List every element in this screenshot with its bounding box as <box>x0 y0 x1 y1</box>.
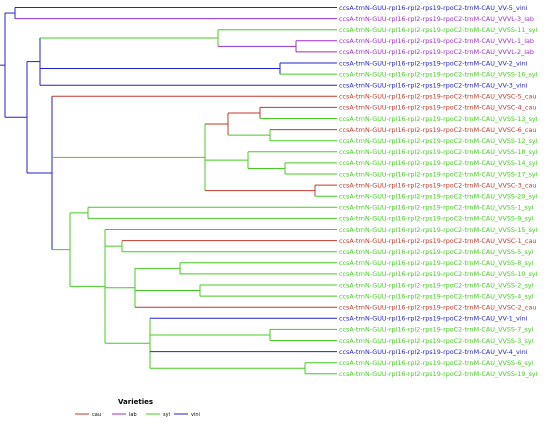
leaf-label: ccsA-trnN-GUU-rpl16-rpl2-rps19-rpoC2-trn… <box>339 315 528 323</box>
leaf-label: ccsA-trnN-GUU-rpl16-rpl2-rps19-rpoC2-trn… <box>339 226 538 234</box>
leaf-label: ccsA-trnN-GUU-rpl16-rpl2-rps19-rpoC2-trn… <box>339 115 538 123</box>
leaf-label: ccsA-trnN-GUU-rpl16-rpl2-rps19-rpoC2-trn… <box>339 137 538 145</box>
leaf-label: ccsA-trnN-GUU-rpl16-rpl2-rps19-rpoC2-trn… <box>339 259 534 267</box>
legend-items: cau lab syl vini <box>75 412 200 418</box>
leaf-label: ccsA-trnN-GUU-rpl16-rpl2-rps19-rpoC2-trn… <box>339 181 536 189</box>
leaf-label: ccsA-trnN-GUU-rpl16-rpl2-rps19-rpoC2-trn… <box>339 304 536 312</box>
leaf-label: ccsA-trnN-GUU-rpl16-rpl2-rps19-rpoC2-trn… <box>339 26 538 34</box>
leaf-label: ccsA-trnN-GUU-rpl16-rpl2-rps19-rpoC2-trn… <box>339 126 536 134</box>
leaf-label: ccsA-trnN-GUU-rpl16-rpl2-rps19-rpoC2-trn… <box>339 37 534 45</box>
leaf-label: ccsA-trnN-GUU-rpl16-rpl2-rps19-rpoC2-trn… <box>339 281 534 289</box>
legend-label-vini: vini <box>191 412 200 418</box>
leaf-label: ccsA-trnN-GUU-rpl16-rpl2-rps19-rpoC2-trn… <box>339 348 528 356</box>
leaf-label: ccsA-trnN-GUU-rpl16-rpl2-rps19-rpoC2-trn… <box>339 59 528 67</box>
leaf-label: ccsA-trnN-GUU-rpl16-rpl2-rps19-rpoC2-trn… <box>339 104 536 112</box>
leaf-label: ccsA-trnN-GUU-rpl16-rpl2-rps19-rpoC2-trn… <box>339 237 536 245</box>
leaf-label: ccsA-trnN-GUU-rpl16-rpl2-rps19-rpoC2-trn… <box>339 82 528 90</box>
leaf-label: ccsA-trnN-GUU-rpl16-rpl2-rps19-rpoC2-trn… <box>339 148 538 156</box>
tree-branches <box>0 7 337 375</box>
legend-title: Varieties <box>118 398 153 406</box>
leaf-label: ccsA-trnN-GUU-rpl16-rpl2-rps19-rpoC2-trn… <box>339 215 534 223</box>
leaf-label: ccsA-trnN-GUU-rpl16-rpl2-rps19-rpoC2-trn… <box>339 204 534 212</box>
leaf-label: ccsA-trnN-GUU-rpl16-rpl2-rps19-rpoC2-trn… <box>339 170 538 178</box>
leaf-label: ccsA-trnN-GUU-rpl16-rpl2-rps19-rpoC2-trn… <box>339 337 534 345</box>
legend-label-cau: cau <box>92 412 101 418</box>
leaf-labels: ccsA-trnN-GUU-rpl16-rpl2-rps19-rpoC2-trn… <box>339 4 538 378</box>
legend-label-syl: syl <box>163 412 170 418</box>
leaf-label: ccsA-trnN-GUU-rpl16-rpl2-rps19-rpoC2-trn… <box>339 70 538 78</box>
leaf-label: ccsA-trnN-GUU-rpl16-rpl2-rps19-rpoC2-trn… <box>339 248 534 256</box>
legend: Varieties cau lab syl vini <box>75 398 200 418</box>
leaf-label: ccsA-trnN-GUU-rpl16-rpl2-rps19-rpoC2-trn… <box>339 48 534 56</box>
leaf-label: ccsA-trnN-GUU-rpl16-rpl2-rps19-rpoC2-trn… <box>339 93 536 101</box>
legend-label-lab: lab <box>129 412 137 418</box>
leaf-label: ccsA-trnN-GUU-rpl16-rpl2-rps19-rpoC2-trn… <box>339 370 538 378</box>
leaf-label: ccsA-trnN-GUU-rpl16-rpl2-rps19-rpoC2-trn… <box>339 4 528 12</box>
leaf-label: ccsA-trnN-GUU-rpl16-rpl2-rps19-rpoC2-trn… <box>339 326 534 334</box>
leaf-label: ccsA-trnN-GUU-rpl16-rpl2-rps19-rpoC2-trn… <box>339 193 538 201</box>
leaf-label: ccsA-trnN-GUU-rpl16-rpl2-rps19-rpoC2-trn… <box>339 15 534 23</box>
leaf-label: ccsA-trnN-GUU-rpl16-rpl2-rps19-rpoC2-trn… <box>339 159 538 167</box>
leaf-label: ccsA-trnN-GUU-rpl16-rpl2-rps19-rpoC2-trn… <box>339 292 534 300</box>
leaf-label: ccsA-trnN-GUU-rpl16-rpl2-rps19-rpoC2-trn… <box>339 359 534 367</box>
leaf-label: ccsA-trnN-GUU-rpl16-rpl2-rps19-rpoC2-trn… <box>339 270 538 278</box>
